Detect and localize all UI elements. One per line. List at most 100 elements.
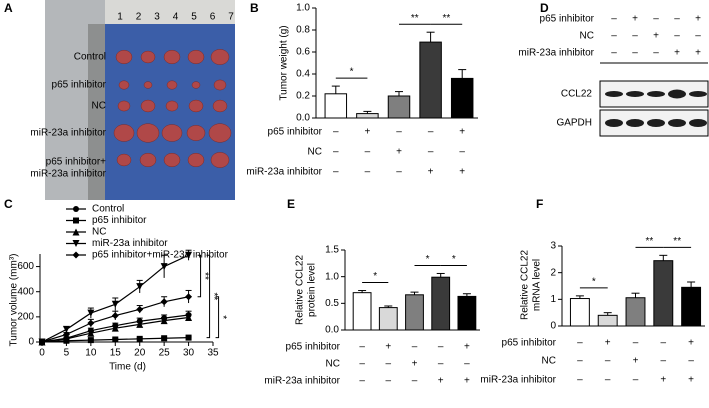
marker [72, 240, 80, 247]
blot-band [668, 119, 686, 127]
tumor [116, 153, 132, 167]
y-tick-label: 600 [17, 261, 34, 272]
blot-band [689, 119, 707, 127]
condition-sign: + [688, 375, 694, 386]
y-tick-label: 1.0 [325, 271, 339, 282]
condition-sign: + [695, 14, 701, 25]
significance-label: ** [646, 236, 654, 247]
ruler-number: 4 [173, 12, 179, 23]
photo-ruler [105, 0, 235, 24]
y-tick-label: 400 [17, 286, 34, 297]
condition-sign: – [359, 359, 365, 370]
condition-sign: – [633, 375, 639, 386]
condition-label: p65 inhibitor [286, 342, 341, 353]
condition-sign: – [365, 167, 371, 178]
significance-label: * [373, 271, 377, 282]
condition-sign: – [633, 338, 639, 349]
marker [87, 309, 95, 317]
photo-ruler-side [88, 24, 105, 200]
condition-sign: – [412, 342, 418, 353]
condition-sign: – [386, 376, 392, 387]
marker [136, 305, 144, 313]
y-axis-label: Relative CCL22 [520, 250, 531, 320]
marker [111, 324, 119, 332]
condition-label: NC [542, 356, 556, 367]
x-tick-label: 5 [64, 348, 70, 359]
bar [625, 297, 646, 327]
y-tick-label: 200 [17, 311, 34, 322]
legend-label: p65 inhibitor [92, 215, 147, 226]
y-axis-label: Tumor volume (mm³) [9, 254, 20, 347]
marker [185, 293, 193, 301]
condition-label: NC [308, 147, 322, 158]
marker [185, 251, 193, 259]
blot-band [626, 119, 644, 127]
y-axis-label: mRNA level [532, 259, 543, 311]
panel-letter: B [250, 1, 259, 15]
condition-sign: + [385, 342, 391, 353]
x-tick-label: 15 [110, 348, 122, 359]
bar [352, 292, 372, 331]
marker [62, 325, 70, 333]
bar [457, 295, 477, 331]
marker [136, 283, 144, 291]
marker [73, 217, 79, 224]
tumor [163, 152, 181, 168]
tumor [139, 152, 157, 168]
condition-label: p65 inhibitor [502, 338, 557, 349]
condition-sign: – [359, 342, 365, 353]
condition-sign: + [660, 375, 666, 386]
marker [136, 335, 143, 342]
x-tick-label: 10 [85, 348, 97, 359]
condition-sign: – [611, 31, 617, 42]
significance-label: ** [208, 293, 219, 301]
tumor [186, 125, 206, 141]
condition-sign: – [365, 147, 371, 158]
condition-sign: + [464, 342, 470, 353]
condition-sign: – [605, 356, 611, 367]
condition-sign: – [459, 147, 465, 158]
y-tick-label: 1.5 [325, 245, 339, 256]
y-tick-label: 0.0 [325, 325, 339, 336]
bar [450, 77, 474, 119]
condition-sign: – [438, 342, 444, 353]
marker [73, 206, 79, 212]
tumor [212, 99, 228, 113]
blot-band [668, 89, 686, 99]
tumor [117, 100, 131, 112]
tumor [140, 99, 156, 113]
tumor [115, 49, 133, 65]
marker [160, 263, 168, 271]
ruler-number: 6 [210, 12, 216, 23]
panel-letter: A [4, 1, 13, 15]
condition-sign: – [653, 14, 659, 25]
tumor [118, 80, 130, 90]
condition-sign: – [653, 48, 659, 59]
condition-sign: – [674, 14, 680, 25]
significance-bracket [197, 254, 202, 298]
bar [324, 93, 348, 119]
blot-band [626, 91, 644, 97]
significance-label: ** [673, 236, 681, 247]
x-tick-label: 0 [39, 348, 45, 359]
photo-row-label: NC [92, 101, 106, 112]
y-tick-label: 0.0 [296, 113, 310, 124]
ruler-number: 1 [117, 12, 123, 23]
tumor [210, 49, 230, 65]
condition-label: miR-23a inhibitor [518, 48, 594, 59]
y-tick-label: 0.6 [296, 47, 310, 58]
blot-band [689, 91, 707, 97]
condition-sign: + [605, 338, 611, 349]
significance-label: * [217, 315, 228, 319]
marker [160, 317, 168, 325]
condition-sign: – [333, 167, 339, 178]
condition-sign: – [464, 359, 470, 370]
tumor [163, 49, 181, 65]
legend-label: Control [92, 204, 124, 215]
condition-sign: – [577, 375, 583, 386]
tumor [188, 99, 204, 113]
blot-band [605, 91, 623, 97]
condition-sign: + [364, 127, 370, 138]
condition-sign: + [674, 48, 680, 59]
